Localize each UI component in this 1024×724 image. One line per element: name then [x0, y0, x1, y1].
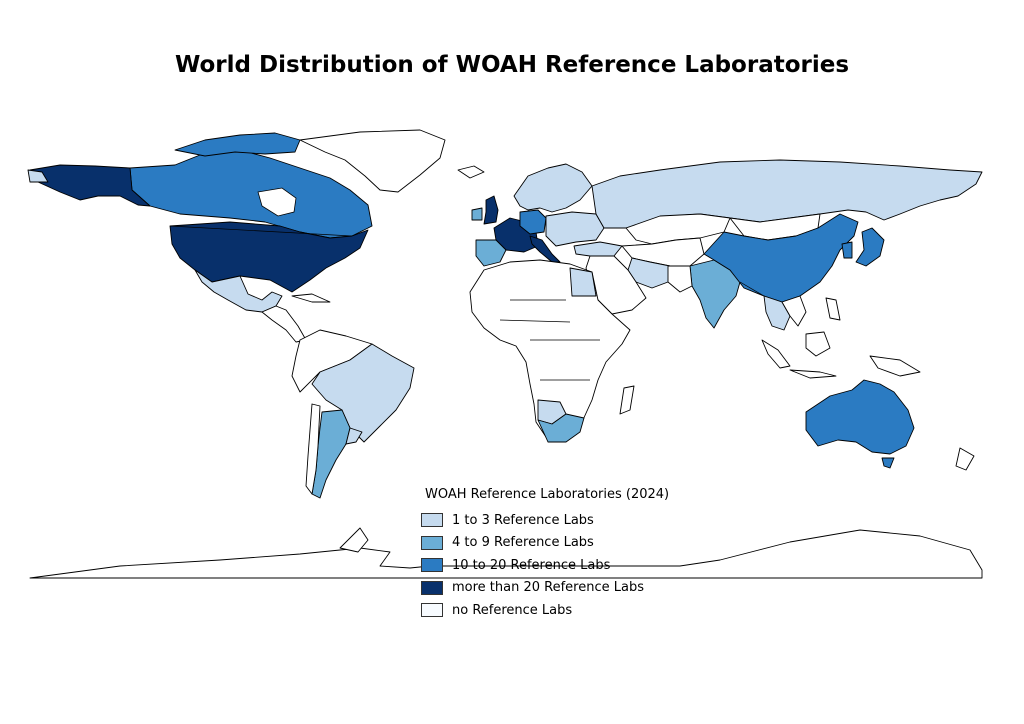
region-uruguay — [345, 427, 363, 445]
region-alaska — [29, 164, 151, 207]
region-borneo — [805, 331, 831, 357]
region-south-africa — [537, 413, 585, 443]
region-chile — [305, 403, 321, 495]
legend-swatch — [421, 580, 443, 595]
region-scandinavia — [513, 163, 593, 213]
legend-item: 4 to 9 Reference Labs — [421, 532, 669, 555]
legend-swatch — [421, 513, 443, 528]
region-antarctica — [29, 529, 983, 579]
region-iceland — [457, 165, 485, 179]
region-antarctic-peninsula — [339, 527, 369, 553]
legend-swatch — [421, 603, 443, 618]
region-pakistan — [667, 265, 693, 293]
region-ireland — [471, 207, 483, 221]
legend-swatch — [421, 535, 443, 550]
legend-item: 1 to 3 Reference Labs — [421, 509, 669, 532]
legend-label: 4 to 9 Reference Labs — [452, 535, 594, 551]
region-chukotka — [27, 169, 49, 183]
region-china — [703, 213, 859, 303]
legend-label: 10 to 20 Reference Labs — [452, 557, 611, 573]
legend-item: 10 to 20 Reference Labs — [421, 554, 669, 577]
region-japan — [855, 227, 885, 267]
legend-label: more than 20 Reference Labs — [452, 580, 644, 596]
legend-swatch — [421, 558, 443, 573]
region-canada-islands — [174, 132, 301, 157]
region-brazil — [311, 343, 415, 443]
legend-title: WOAH Reference Laboratories (2024) — [425, 487, 670, 502]
region-germany — [519, 209, 547, 235]
region-kazakhstan — [625, 213, 731, 245]
region-egypt — [569, 267, 597, 297]
region-central-america — [261, 305, 307, 343]
region-cuba — [291, 293, 331, 303]
legend-item: no Reference Labs — [421, 599, 669, 622]
legend: WOAH Reference Laboratories (2024) 1 to … — [421, 487, 669, 622]
region-madagascar — [619, 385, 635, 415]
legend-label: no Reference Labs — [452, 602, 573, 618]
region-mexico — [194, 269, 283, 313]
region-russia — [591, 159, 983, 229]
region-new-zealand — [955, 447, 975, 471]
region-korea — [841, 241, 853, 259]
region-eastern-europe — [545, 211, 605, 247]
border-lines — [169, 225, 765, 381]
region-uk — [483, 195, 499, 225]
region-australia — [805, 379, 915, 455]
region-greenland — [299, 129, 446, 193]
legend-item: more than 20 Reference Labs — [421, 577, 669, 600]
region-indochina — [781, 295, 807, 327]
map-title: World Distribution of WOAH Reference Lab… — [174, 52, 850, 78]
region-tasmania — [881, 457, 895, 469]
legend-label: 1 to 3 Reference Labs — [452, 512, 594, 528]
region-turkey — [573, 241, 623, 257]
hudson-bay — [257, 187, 297, 217]
region-sumatra — [761, 339, 791, 369]
region-philippines — [825, 297, 841, 321]
region-spain — [475, 239, 507, 267]
region-java — [789, 369, 837, 379]
region-new-guinea — [869, 355, 921, 377]
